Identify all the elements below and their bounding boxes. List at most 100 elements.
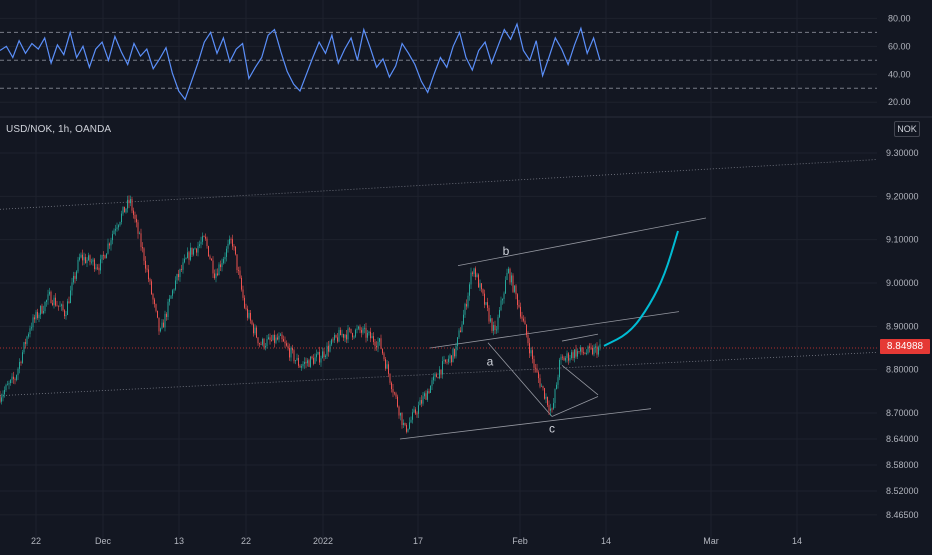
candle-body (347, 328, 349, 340)
candle-body (569, 358, 571, 361)
candle-body (544, 388, 545, 399)
candle-body (415, 409, 416, 414)
candle-body (166, 313, 167, 317)
candle-body (44, 301, 46, 311)
candle-body (596, 346, 598, 355)
candle-body (391, 382, 392, 390)
candle-body (107, 243, 109, 254)
candle-body (325, 355, 326, 358)
trendline[interactable] (561, 365, 599, 396)
candle-body (443, 359, 445, 362)
candle-body (335, 335, 337, 338)
candle-body (263, 338, 265, 348)
candle-body (413, 409, 415, 413)
candle-body (158, 317, 160, 332)
candle-body (574, 349, 575, 359)
candle-body (394, 392, 395, 394)
candle-body (269, 337, 271, 340)
candle-body (322, 351, 323, 359)
candle-body (341, 334, 343, 336)
candle-body (232, 239, 233, 247)
candle-body (77, 259, 79, 272)
candle-body (403, 422, 404, 425)
candle-body (1, 397, 2, 402)
wave-labels: b a c (487, 244, 555, 436)
candle-body (401, 412, 403, 425)
price-tick-label: 8.80000 (886, 365, 919, 375)
candle-body (13, 376, 14, 380)
candle-body (110, 240, 112, 246)
candle-body (212, 260, 214, 274)
candle-body (80, 254, 82, 258)
candle-body (7, 384, 8, 386)
candle-body (377, 341, 379, 348)
candle-body (521, 316, 523, 319)
candle-body (104, 255, 106, 259)
candle-body (34, 317, 35, 320)
trendline[interactable] (399, 408, 652, 440)
trendline[interactable] (457, 217, 707, 267)
candle-body (76, 271, 77, 279)
candle-body (301, 366, 302, 368)
trendline[interactable] (487, 342, 553, 417)
candle-body (196, 248, 197, 253)
trendline[interactable] (561, 333, 599, 342)
candle-body (554, 389, 556, 404)
candle-body (499, 310, 500, 318)
candle-body (31, 327, 32, 329)
candle-body (478, 274, 479, 288)
candle-body (593, 347, 595, 355)
candle-body (484, 293, 485, 305)
candle-body (55, 297, 56, 306)
date-tick-label: Mar (703, 536, 719, 546)
candle-body (479, 283, 481, 288)
candle-body (536, 368, 538, 373)
candle-body (382, 348, 383, 354)
candle-body (41, 305, 43, 314)
candle-body (137, 222, 139, 234)
rsi-tick-label: 20.00 (888, 97, 911, 107)
trendline[interactable] (0, 159, 878, 210)
candle-body (512, 275, 514, 292)
candle-body (247, 308, 248, 318)
candle-body (323, 351, 325, 358)
candle-body (164, 313, 166, 328)
candle-body (68, 301, 70, 304)
candle-body (125, 208, 127, 213)
price-tick-label: 8.52000 (886, 486, 919, 496)
candle-body (119, 221, 121, 226)
candle-body (518, 305, 520, 307)
candle-body (191, 247, 193, 255)
candle-body (122, 206, 124, 214)
candle-body (245, 307, 247, 309)
candles (0, 195, 601, 434)
candle-body (91, 261, 92, 263)
candle-body (409, 422, 410, 429)
trendline[interactable] (0, 351, 878, 397)
candle-body (92, 259, 94, 262)
candle-body (128, 199, 130, 204)
candle-body (571, 352, 572, 359)
candle-body (359, 326, 361, 331)
trendline[interactable] (429, 311, 680, 349)
candle-body (208, 246, 209, 257)
candle-body (476, 274, 478, 277)
candle-body (364, 327, 365, 329)
candle-body (139, 233, 140, 235)
candle-body (538, 372, 539, 379)
date-tick-label: 2022 (313, 536, 333, 546)
candle-body (176, 274, 178, 281)
candle-body (572, 352, 574, 359)
currency-badge[interactable]: NOK (894, 121, 920, 137)
candle-body (535, 367, 536, 369)
candle-body (475, 268, 476, 277)
candle-body (358, 326, 359, 329)
candle-body (71, 282, 73, 291)
trendline[interactable] (551, 396, 599, 417)
candle-body (511, 275, 512, 283)
candle-body (410, 419, 412, 423)
candle-body (497, 317, 499, 330)
candle-body (148, 269, 149, 280)
